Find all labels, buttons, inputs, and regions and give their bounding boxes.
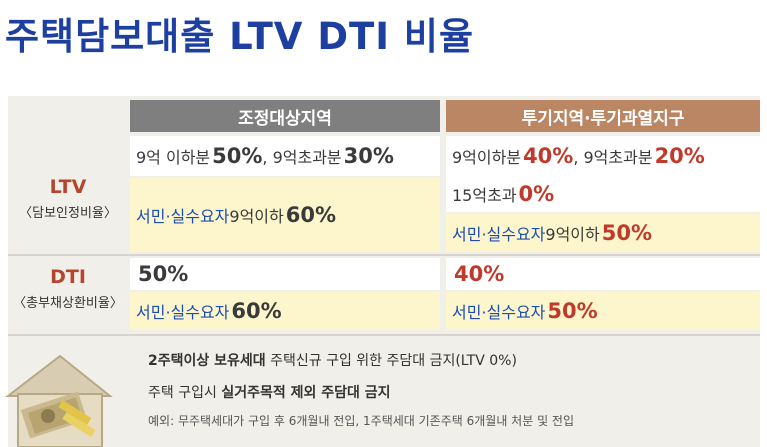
ltv-spec-text-d: 9억이하 bbox=[545, 225, 600, 244]
dti-regulated-cell-1: 50% bbox=[130, 258, 440, 290]
ltv-spec-low-income: 서민·실수요자 bbox=[452, 225, 546, 244]
notes-divider bbox=[8, 334, 760, 336]
ltv-spec-value-a: 40% bbox=[523, 144, 574, 168]
ltv-spec-text-c: 15억초과 bbox=[452, 186, 517, 205]
dti-regulated-cell-2: 서민·실수요자 60% bbox=[130, 292, 440, 330]
note-line-2: 주택 구입시 실거주목적 제외 주담대 금지 bbox=[148, 382, 391, 402]
note-1-rest: 주택신규 구입 위한 주담대 금지(LTV 0%) bbox=[265, 353, 517, 369]
ltv-regulated-text-c: 9억이하 bbox=[229, 207, 284, 226]
dti-sublabel: 〈총부채상환비율〉 bbox=[13, 296, 123, 311]
dti-regulated-value-2: 60% bbox=[231, 299, 282, 323]
note-1-bold: 2주택이상 보유세대 bbox=[148, 353, 266, 369]
ltv-speculative-cell-3: 서민·실수요자 9억이하 50% bbox=[446, 214, 760, 252]
note-2-bold: 실거주목적 제외 주담대 금지 bbox=[221, 385, 391, 401]
ltv-sublabel: 〈담보인정비율〉 bbox=[19, 206, 117, 221]
note-line-3: 예외: 무주택세대가 구입 후 6개월내 전입, 1주택세대 기존주택 6개월내… bbox=[148, 414, 575, 428]
ltv-speculative-cell-1: 9억이하분 40% , 9억초과분 20% bbox=[446, 136, 760, 176]
dti-regulated-value: 50% bbox=[138, 262, 189, 286]
ltv-spec-value-c: 0% bbox=[518, 182, 555, 206]
ltv-row-label: LTV 〈담보인정비율〉 bbox=[8, 176, 128, 221]
dti-regulated-low-income: 서민·실수요자 bbox=[136, 303, 230, 322]
house-money-icon bbox=[5, 354, 113, 447]
dti-label: DTI bbox=[50, 266, 86, 288]
ltv-label: LTV bbox=[49, 176, 87, 198]
ltv-regulated-cell-2: 서민·실수요자 9억이하 60% bbox=[130, 178, 440, 252]
ltv-regulated-low-income: 서민·실수요자 bbox=[136, 207, 230, 226]
header-speculative: 투기지역·투기과열지구 bbox=[446, 100, 760, 132]
header-regulated: 조정대상지역 bbox=[130, 100, 440, 132]
ltv-dti-table: 조정대상지역 투기지역·투기과열지구 LTV 〈담보인정비율〉 9억 이하분 5… bbox=[8, 96, 760, 447]
ltv-regulated-value-c: 60% bbox=[285, 203, 337, 227]
dti-spec-low-income: 서민·실수요자 bbox=[452, 303, 546, 322]
dti-speculative-cell-1: 40% bbox=[446, 258, 760, 290]
ltv-regulated-text-a: 9억 이하분 bbox=[136, 148, 211, 167]
ltv-regulated-cell-1: 9억 이하분 50% , 9억초과분 30% bbox=[130, 136, 440, 176]
dti-row-label: DTI 〈총부채상환비율〉 bbox=[8, 266, 128, 311]
dti-spec-value: 40% bbox=[454, 262, 505, 286]
ltv-spec-value-b: 20% bbox=[654, 144, 705, 168]
note-line-1: 2주택이상 보유세대 주택신규 구입 위한 주담대 금지(LTV 0%) bbox=[148, 350, 517, 370]
ltv-speculative-cell-2: 15억초과 0% bbox=[446, 176, 760, 212]
dti-speculative-cell-2: 서민·실수요자 50% bbox=[446, 292, 760, 330]
ltv-spec-text-a: 9억이하분 bbox=[452, 148, 522, 167]
note-2-pre: 주택 구입시 bbox=[148, 385, 222, 401]
row-divider bbox=[8, 254, 760, 256]
ltv-regulated-text-b: , 9억초과분 bbox=[262, 148, 342, 167]
ltv-regulated-value-a: 50% bbox=[212, 144, 263, 168]
dti-spec-value-2: 50% bbox=[547, 299, 598, 323]
ltv-regulated-value-b: 30% bbox=[343, 144, 394, 168]
ltv-spec-value-d: 50% bbox=[601, 221, 653, 245]
ltv-spec-text-b: , 9억초과분 bbox=[573, 148, 653, 167]
page-title: 주택담보대출 LTV DTI 비율 bbox=[5, 15, 475, 58]
